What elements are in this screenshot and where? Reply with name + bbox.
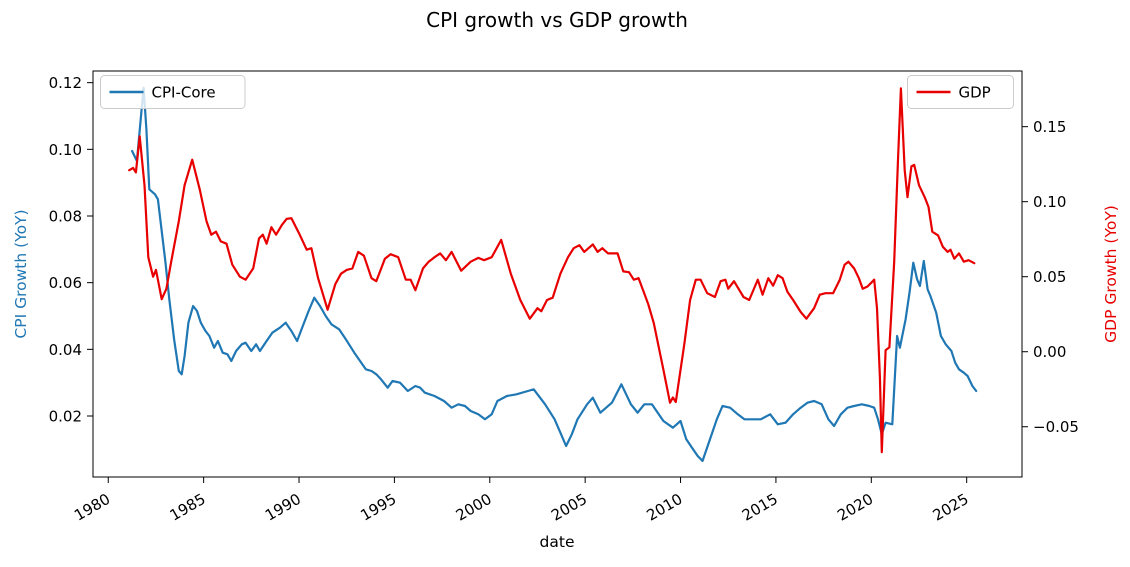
x-tick-label: 1995 (357, 490, 399, 525)
y-right-tick-label: 0.10 (1033, 193, 1066, 211)
y-left-tick-label: 0.04 (49, 341, 82, 359)
x-tick-label: 2020 (834, 490, 876, 525)
x-tick-label: 2000 (453, 490, 495, 525)
left-axis-label: CPI Growth (YoY) (12, 209, 30, 339)
gdp-line (128, 87, 976, 454)
chart-title: CPI growth vs GDP growth (426, 8, 688, 32)
y-right-tick-label: 0.15 (1033, 118, 1066, 136)
legend-cpi-core: CPI-Core (100, 75, 246, 109)
x-tick-label: 1990 (262, 490, 304, 525)
legend-gdp-label: GDP (959, 84, 991, 102)
legend-cpi-core-label: CPI-Core (152, 84, 216, 102)
x-tick-label: 2010 (643, 490, 685, 525)
y-right-tick-label: −0.05 (1033, 418, 1079, 436)
y-left-tick-label: 0.12 (49, 74, 82, 92)
y-left-tick-label: 0.06 (49, 274, 82, 292)
x-tick-label: 2005 (548, 490, 590, 525)
y-left-tick-label: 0.02 (49, 408, 82, 426)
plot-frame (92, 70, 1023, 478)
legend-cpi-core-box (100, 75, 246, 109)
x-tick-label: 1980 (71, 490, 113, 525)
legend-gdp: GDP (907, 75, 1014, 109)
x-tick-label: 2025 (930, 490, 972, 525)
x-tick-label: 1985 (167, 490, 209, 525)
x-tick-label: 2015 (739, 490, 781, 525)
y-left-tick-label: 0.08 (49, 208, 82, 226)
y-right-tick-label: 0.00 (1033, 343, 1066, 361)
y-right-tick-label: 0.05 (1033, 268, 1066, 286)
cpi-core-line (131, 86, 978, 463)
right-axis-label: GDP Growth (YoY) (1102, 205, 1120, 343)
y-left-tick-label: 0.10 (49, 141, 82, 159)
legend-gdp-box (907, 75, 1014, 109)
x-axis-label: date (539, 533, 575, 551)
